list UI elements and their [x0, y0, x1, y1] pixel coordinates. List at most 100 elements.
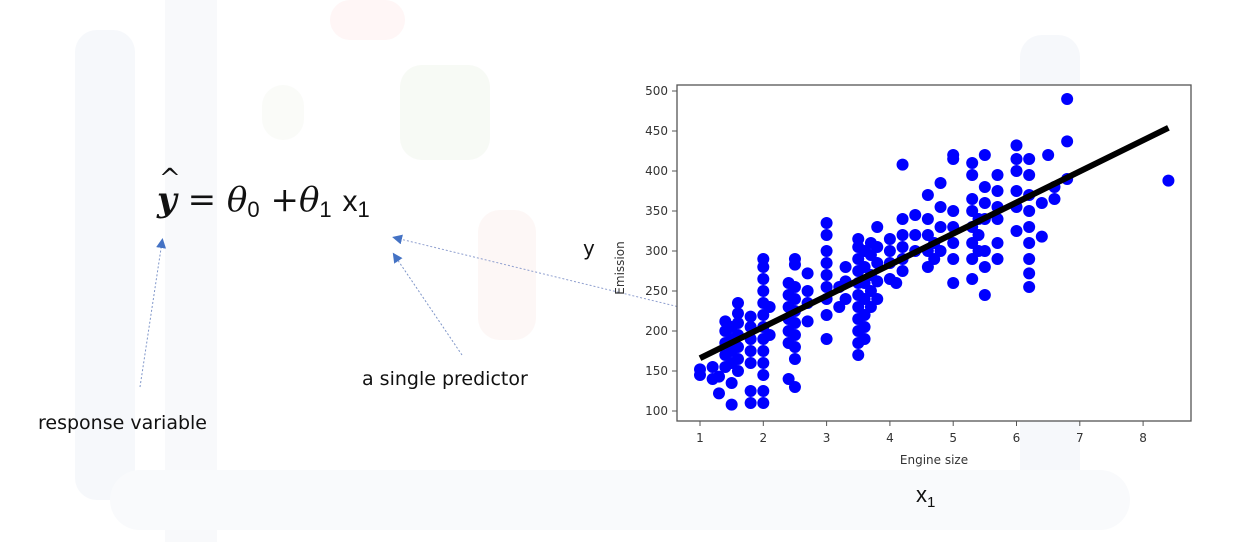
- data-point: [1023, 237, 1036, 249]
- response-variable-arrow: [139, 238, 167, 388]
- data-point: [966, 273, 979, 285]
- data-point: [883, 245, 896, 257]
- data-point: [788, 253, 801, 265]
- data-point: [1023, 153, 1036, 165]
- data-point: [871, 241, 884, 253]
- scatter-points: [694, 93, 1175, 411]
- plus-sign: +: [270, 180, 299, 220]
- data-point: [1042, 149, 1055, 161]
- equals-sign: =: [187, 180, 217, 220]
- data-point: [788, 317, 801, 329]
- data-point: [820, 309, 833, 321]
- data-point: [864, 301, 877, 313]
- data-point: [871, 275, 884, 288]
- data-point: [1061, 135, 1074, 148]
- x-axis-label: Engine size: [900, 453, 968, 467]
- data-point: [896, 158, 909, 171]
- data-point: [712, 387, 725, 400]
- watermark-base: [110, 470, 1130, 530]
- data-point: [858, 293, 871, 305]
- y-tick-label: 350: [645, 204, 668, 218]
- data-point: [921, 213, 934, 225]
- data-point: [934, 245, 947, 257]
- data-point: [978, 289, 991, 301]
- data-point: [852, 301, 865, 313]
- data-point: [731, 317, 744, 329]
- data-point: [978, 261, 991, 273]
- data-point: [744, 397, 757, 409]
- hat-symbol: ^: [159, 164, 181, 194]
- data-point: [820, 269, 833, 281]
- data-point: [757, 273, 770, 285]
- data-point: [1035, 230, 1048, 243]
- data-point: [801, 267, 814, 280]
- data-point: [896, 213, 909, 225]
- theta0-subscript: 0: [247, 197, 260, 222]
- data-point: [820, 245, 833, 257]
- data-point: [921, 189, 934, 201]
- data-point: [947, 237, 960, 249]
- y-axis-label: Emission: [613, 241, 627, 294]
- data-point: [871, 293, 884, 305]
- data-point: [833, 301, 846, 313]
- x-tick-label: 6: [1013, 431, 1021, 445]
- data-point: [757, 345, 770, 357]
- y-tick-label: 200: [645, 324, 668, 338]
- data-point: [788, 281, 801, 293]
- data-point: [966, 253, 979, 265]
- x-tick-label: 5: [949, 431, 957, 445]
- x-tick-label: 2: [759, 431, 767, 445]
- x-tick-label: 4: [886, 431, 894, 445]
- data-point: [947, 253, 960, 265]
- data-point: [1010, 153, 1023, 165]
- data-point: [820, 281, 833, 293]
- data-point: [1061, 93, 1074, 105]
- data-point: [1010, 225, 1023, 237]
- data-point: [757, 385, 770, 397]
- theta0-symbol: θ: [226, 180, 248, 220]
- data-point: [1010, 165, 1023, 177]
- y-tick-label: 150: [645, 364, 668, 378]
- data-point: [852, 233, 865, 245]
- watermark-node-red: [330, 0, 405, 40]
- data-point: [1023, 253, 1036, 265]
- y-axis-ticks: 100 150 200 250 300 350 400 450 500: [645, 84, 677, 418]
- theta1-subscript: 1: [319, 197, 332, 222]
- data-point: [966, 157, 979, 169]
- data-point: [978, 197, 991, 209]
- data-point: [947, 149, 960, 161]
- data-point: [991, 185, 1004, 197]
- data-point: [725, 377, 738, 389]
- data-point: [947, 277, 960, 289]
- data-point: [820, 333, 833, 345]
- y-tick-label: 500: [645, 84, 668, 98]
- data-point: [928, 253, 941, 265]
- watermark-node-small: [262, 85, 304, 140]
- data-point: [1010, 139, 1023, 152]
- data-point: [896, 265, 909, 277]
- data-point: [725, 398, 738, 411]
- watermark-node-green: [400, 65, 490, 160]
- x-axis-ticks: 1 2 3 4 5 6 7 8: [696, 421, 1147, 445]
- data-point: [757, 253, 770, 265]
- data-point: [820, 229, 833, 241]
- data-point: [896, 229, 909, 241]
- data-point: [763, 301, 776, 313]
- data-point: [744, 345, 757, 357]
- data-point: [731, 307, 744, 320]
- data-point: [864, 249, 877, 261]
- data-point: [1048, 193, 1061, 205]
- data-point: [1023, 205, 1036, 217]
- data-point: [820, 217, 833, 229]
- data-point: [757, 285, 770, 297]
- data-point: [966, 237, 979, 249]
- data-point: [852, 349, 865, 361]
- x-symbol: x: [342, 185, 358, 218]
- data-point: [712, 370, 725, 383]
- data-point: [839, 261, 852, 273]
- y-annotation-label: y: [583, 236, 595, 260]
- x-tick-label: 7: [1076, 431, 1084, 445]
- theta1-symbol: θ: [298, 180, 320, 220]
- data-point: [788, 329, 801, 341]
